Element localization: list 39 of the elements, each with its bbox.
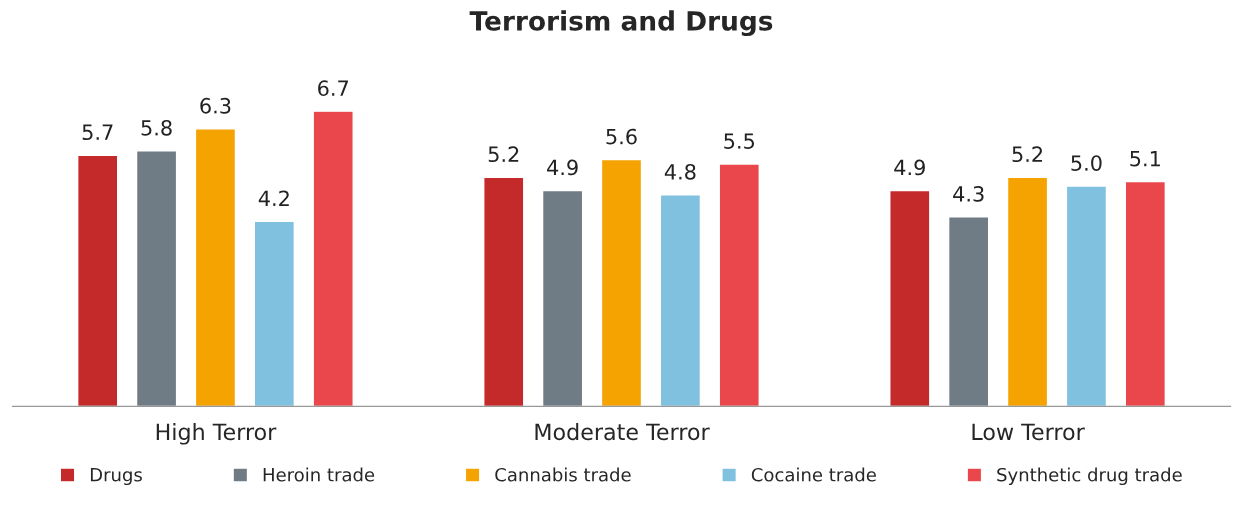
bar	[312, 110, 354, 407]
data-label: 5.7	[82, 124, 113, 141]
data-label: 5.6	[606, 128, 637, 145]
bar	[659, 194, 702, 407]
data-label: 4.3	[953, 186, 984, 202]
data-label: 5.2	[1012, 146, 1043, 163]
data-label: 5.8	[141, 119, 172, 136]
bar	[947, 216, 990, 407]
x-tick-label: Low Terror	[972, 423, 1085, 441]
data-label: 4.9	[894, 159, 925, 176]
data-label: 5.2	[488, 146, 519, 163]
bar	[76, 154, 119, 407]
bar	[1006, 176, 1049, 407]
bar	[541, 189, 584, 407]
bar	[600, 158, 643, 407]
data-label: 6.3	[200, 97, 231, 114]
bar	[1065, 185, 1108, 407]
data-label: 5.1	[1130, 151, 1160, 167]
data-label: 4.9	[547, 159, 578, 176]
data-label: 5.5	[724, 133, 754, 149]
bar	[135, 150, 178, 407]
bar	[483, 176, 525, 407]
data-label: 6.7	[318, 80, 348, 96]
legend-label: Cocaine trade	[751, 467, 876, 482]
x-tick-label: Moderate Terror	[535, 423, 710, 441]
legend-label: Synthetic drug trade	[997, 467, 1182, 486]
data-label: 5.0	[1071, 155, 1102, 171]
bar	[194, 128, 237, 407]
bar	[253, 220, 296, 407]
legend-label: Heroin trade	[263, 467, 375, 482]
bar	[1124, 180, 1167, 407]
chart-title: Terrorism and Drugs	[469, 10, 773, 37]
bar	[718, 163, 760, 407]
bar	[889, 189, 931, 407]
legend-label: Cannabis trade	[495, 467, 631, 482]
data-label: 4.8	[664, 163, 696, 180]
x-tick-label: High Terror	[156, 423, 277, 445]
data-label: 4.2	[258, 190, 289, 206]
legend-label: Drugs	[90, 468, 142, 486]
